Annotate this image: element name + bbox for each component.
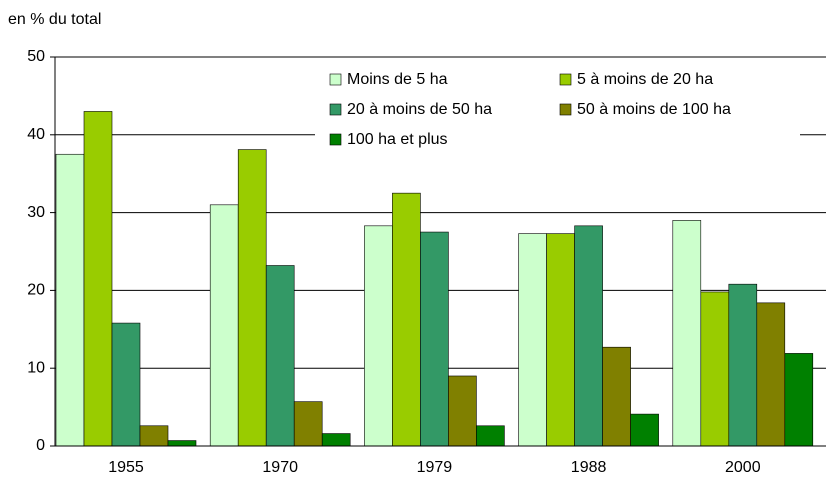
bar bbox=[111, 322, 141, 447]
bar bbox=[209, 204, 239, 447]
bar bbox=[728, 283, 758, 447]
legend-swatch bbox=[559, 73, 572, 86]
x-tick-label: 1970 bbox=[262, 459, 298, 476]
bar bbox=[321, 433, 351, 447]
y-tick-label: 30 bbox=[27, 204, 45, 221]
legend-label: 100 ha et plus bbox=[347, 131, 448, 148]
bar bbox=[364, 225, 393, 447]
y-tick-label: 50 bbox=[27, 48, 45, 65]
legend-swatch bbox=[329, 73, 342, 86]
legend-label: Moins de 5 ha bbox=[347, 71, 448, 88]
bar bbox=[167, 440, 197, 447]
bar bbox=[546, 233, 575, 447]
x-tick-label: 1979 bbox=[417, 459, 453, 476]
y-tick-label: 40 bbox=[27, 126, 45, 143]
legend-swatch bbox=[329, 133, 342, 146]
legend-label: 20 à moins de 50 ha bbox=[347, 101, 492, 118]
bar bbox=[630, 413, 659, 447]
bar bbox=[448, 375, 477, 447]
y-axis-label: en % du total bbox=[8, 11, 101, 28]
x-tick-label: 2000 bbox=[725, 459, 761, 476]
bar bbox=[293, 401, 323, 447]
legend-swatch bbox=[329, 103, 342, 116]
bar bbox=[672, 220, 702, 447]
x-tick-label: 1988 bbox=[571, 459, 607, 476]
legend-box bbox=[315, 62, 800, 155]
bar bbox=[392, 192, 421, 447]
y-tick-label: 0 bbox=[36, 437, 45, 454]
legend-label: 50 à moins de 100 ha bbox=[577, 101, 731, 118]
bar bbox=[139, 425, 169, 447]
bar bbox=[700, 291, 730, 447]
bar bbox=[476, 425, 505, 447]
bar bbox=[265, 265, 295, 447]
bar bbox=[420, 231, 449, 447]
legend-swatch bbox=[559, 103, 572, 116]
x-tick-label: 1955 bbox=[108, 459, 144, 476]
y-tick-label: 20 bbox=[27, 282, 45, 299]
bar bbox=[55, 153, 85, 447]
legend-label: 5 à moins de 20 ha bbox=[577, 71, 713, 88]
bar bbox=[518, 233, 547, 447]
bar bbox=[574, 225, 603, 447]
bar bbox=[602, 346, 631, 447]
y-tick-label: 10 bbox=[27, 359, 45, 376]
bar bbox=[83, 111, 113, 447]
bar bbox=[784, 353, 814, 447]
bar bbox=[237, 149, 267, 447]
bar bbox=[756, 302, 786, 447]
